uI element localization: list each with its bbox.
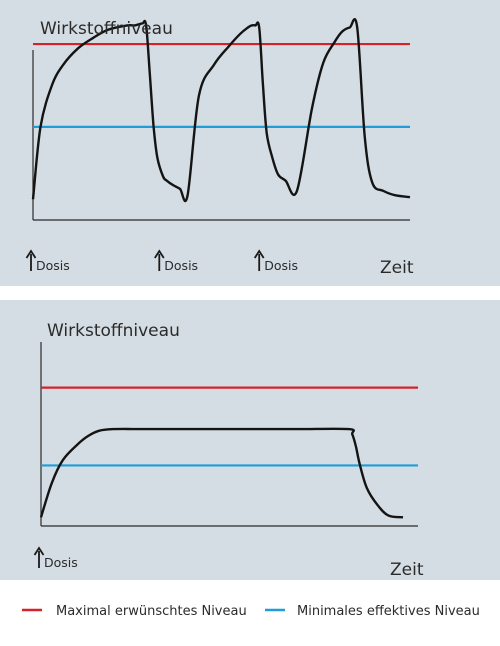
- dose-marker: Dosis: [33, 546, 78, 570]
- x-axis-label: Zeit: [380, 258, 414, 278]
- dose-label: Dosis: [264, 258, 298, 273]
- dose-arrowhead-icon: [154, 249, 165, 259]
- legend-label-max: Maximal erwünschtes Niveau: [56, 604, 247, 619]
- chart-panel-single-dose: Dosis Wirkstoffniveau Zeit: [0, 300, 500, 580]
- y-axis-label: Wirkstoffniveau: [47, 321, 180, 341]
- dose-arrowhead-icon: [253, 249, 265, 259]
- concentration-curve: [31, 18, 411, 203]
- dose-marker: Dosis: [25, 249, 70, 273]
- dose-arrowhead-icon: [33, 546, 45, 556]
- dose-arrowhead-icon: [25, 249, 37, 259]
- dose-marker: Dosis: [154, 249, 198, 273]
- legend: Maximal erwünschtes Niveau Minimales eff…: [0, 590, 500, 630]
- legend-label-min: Minimales effektives Niveau: [297, 604, 480, 619]
- chart-single-dose: Dosis Wirkstoffniveau Zeit: [33, 321, 424, 580]
- chart-repeated-doses: Dosis Dosis Dosis Wirkstoffniveau Zeit: [25, 18, 414, 278]
- x-axis-label: Zeit: [390, 560, 424, 580]
- y-axis-label: Wirkstoffniveau: [40, 19, 173, 39]
- dose-label: Dosis: [36, 258, 70, 273]
- concentration-curve: [39, 427, 404, 519]
- chart-panel-repeated-doses: Dosis Dosis Dosis Wirkstoffniveau Zeit: [0, 0, 500, 286]
- dose-label: Dosis: [44, 555, 78, 570]
- legend-graphic: Maximal erwünschtes Niveau Minimales eff…: [22, 604, 480, 619]
- dose-label: Dosis: [164, 258, 198, 273]
- dose-marker: Dosis: [253, 249, 298, 273]
